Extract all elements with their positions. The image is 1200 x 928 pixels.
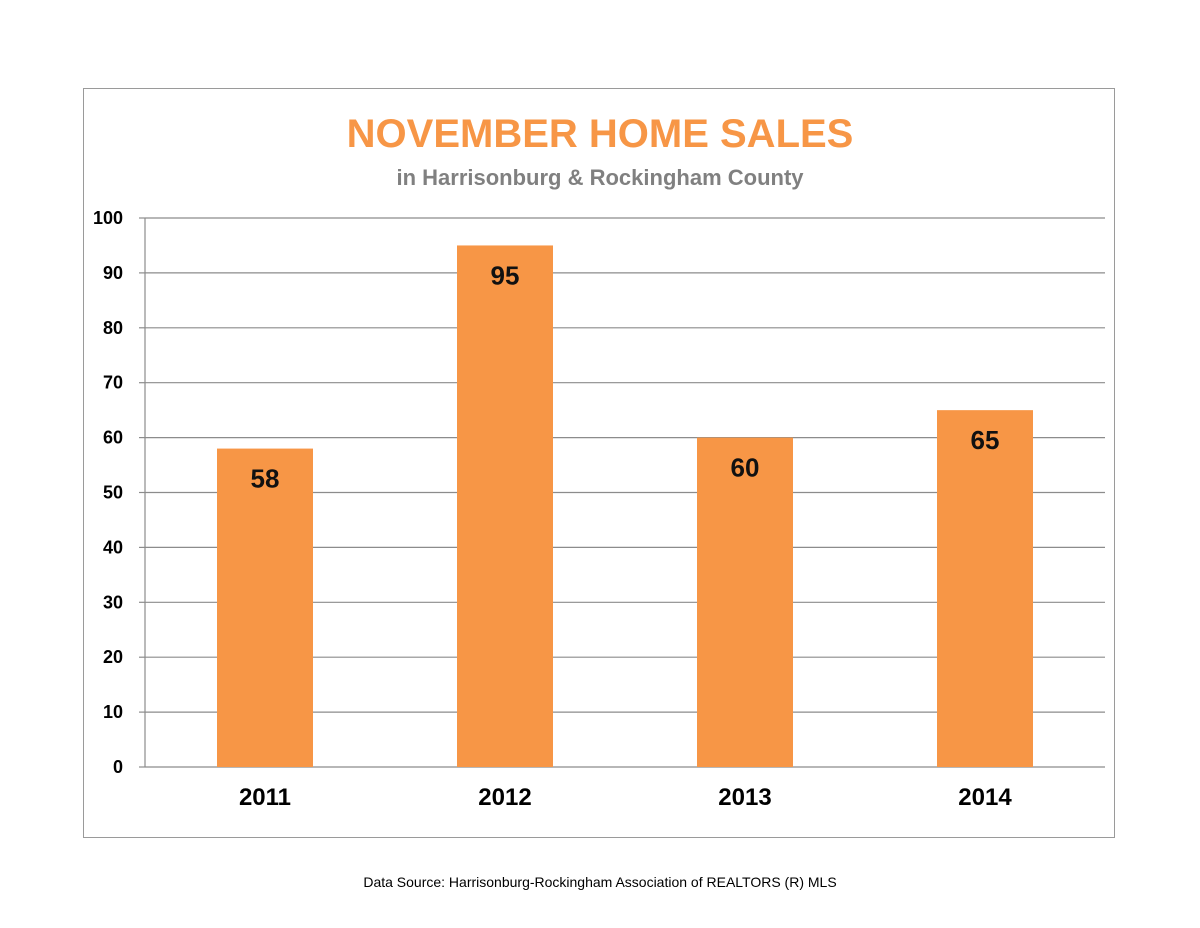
- x-tick-label-2011: 2011: [239, 784, 291, 811]
- y-tick-label: 40: [103, 537, 123, 557]
- x-tick-label-2013: 2013: [718, 784, 771, 811]
- x-tick-label-2012: 2012: [478, 784, 531, 811]
- x-tick-label-2014: 2014: [958, 784, 1012, 811]
- bars: [217, 245, 1033, 767]
- y-tick-label: 10: [103, 702, 123, 722]
- y-tick-label: 100: [93, 208, 123, 228]
- chart-title: NOVEMBER HOME SALES: [347, 112, 854, 156]
- data-label-2013: 60: [731, 453, 760, 483]
- bar-chart: NOVEMBER HOME SALES in Harrisonburg & Ro…: [93, 112, 1105, 811]
- y-tick-label: 90: [103, 263, 123, 283]
- data-source-note: Data Source: Harrisonburg-Rockingham Ass…: [363, 874, 837, 890]
- y-tick-label: 50: [103, 483, 123, 503]
- data-label-2011: 58: [251, 464, 280, 494]
- bar-2014: [937, 410, 1033, 767]
- y-axis-ticks: 0 10 20 30 40 50 60 70 80 90 100: [93, 208, 123, 777]
- bar-2012: [457, 245, 553, 767]
- x-axis-ticks: 2011 2012 2013 2014: [239, 784, 1012, 811]
- bar-2013: [697, 437, 793, 767]
- y-tick-label: 80: [103, 318, 123, 338]
- y-tick-label: 20: [103, 647, 123, 667]
- chart-subtitle: in Harrisonburg & Rockingham County: [396, 165, 804, 190]
- data-label-2014: 65: [971, 425, 1000, 455]
- y-tick-label: 60: [103, 428, 123, 448]
- y-tick-label: 0: [113, 757, 123, 777]
- y-tick-label: 70: [103, 373, 123, 393]
- data-labels: 58 95 60 65: [251, 260, 1000, 493]
- data-label-2012: 95: [491, 260, 520, 290]
- y-tick-label: 30: [103, 592, 123, 612]
- bar-2011: [217, 448, 313, 767]
- chart-frame: NOVEMBER HOME SALES in Harrisonburg & Ro…: [83, 88, 1115, 838]
